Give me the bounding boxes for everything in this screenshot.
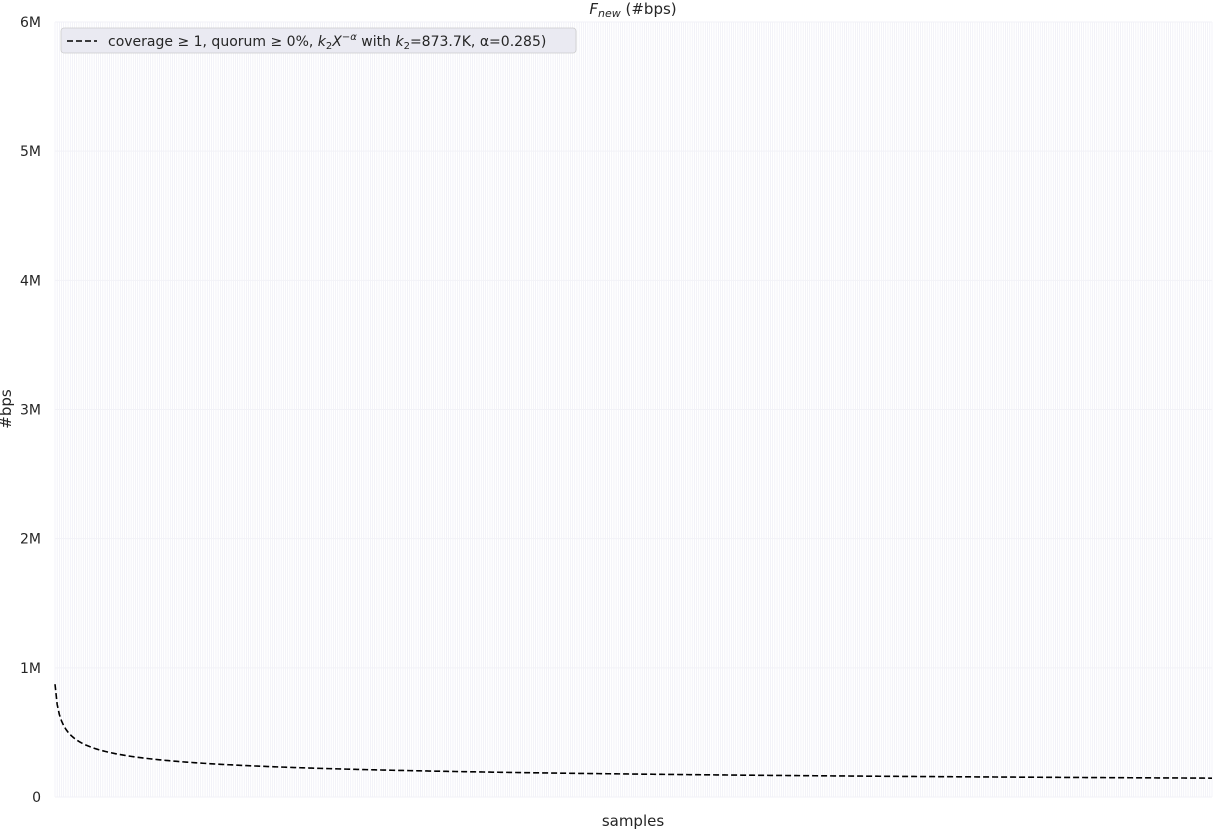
legend-k-sub: 2 <box>326 41 332 52</box>
x-axis-label: samples <box>602 812 665 829</box>
series-line-power-fit <box>54 684 1213 779</box>
chart-title: Fnew (#bps) <box>589 0 676 20</box>
y-tick-label: 0 <box>32 790 41 806</box>
legend-post: =873.7K, α=0.285) <box>410 34 546 50</box>
legend-k: k <box>318 34 327 50</box>
y-tick-label: 2M <box>20 532 41 548</box>
y-tick-label: 3M <box>20 403 41 419</box>
legend-pre: coverage ≥ 1, quorum ≥ 0%, <box>108 34 318 50</box>
y-axis-label: #bps <box>0 389 15 429</box>
legend: coverage ≥ 1, quorum ≥ 0%, k2X−α with k2… <box>60 27 577 54</box>
legend-box <box>60 27 577 54</box>
y-tick-label: 4M <box>20 273 41 289</box>
y-tick-label: 1M <box>20 661 41 677</box>
horizontal-gridlines <box>55 21 1212 798</box>
legend-k2: k <box>395 34 404 50</box>
title-sub: new <box>598 7 621 20</box>
legend-exp: −α <box>342 32 357 43</box>
y-tick-label: 5M <box>20 144 41 160</box>
title-main: F <box>589 0 598 18</box>
title-rest: (#bps) <box>621 0 677 18</box>
legend-k2-sub: 2 <box>404 41 410 52</box>
legend-label: coverage ≥ 1, quorum ≥ 0%, k2X−α with k2… <box>108 32 546 52</box>
legend-X: X <box>331 34 342 50</box>
legend-mid: with <box>357 34 396 50</box>
y-tick-label: 6M <box>20 15 41 31</box>
y-axis-ticks: 0 1M 2M 3M 4M 5M 6M <box>20 15 41 806</box>
